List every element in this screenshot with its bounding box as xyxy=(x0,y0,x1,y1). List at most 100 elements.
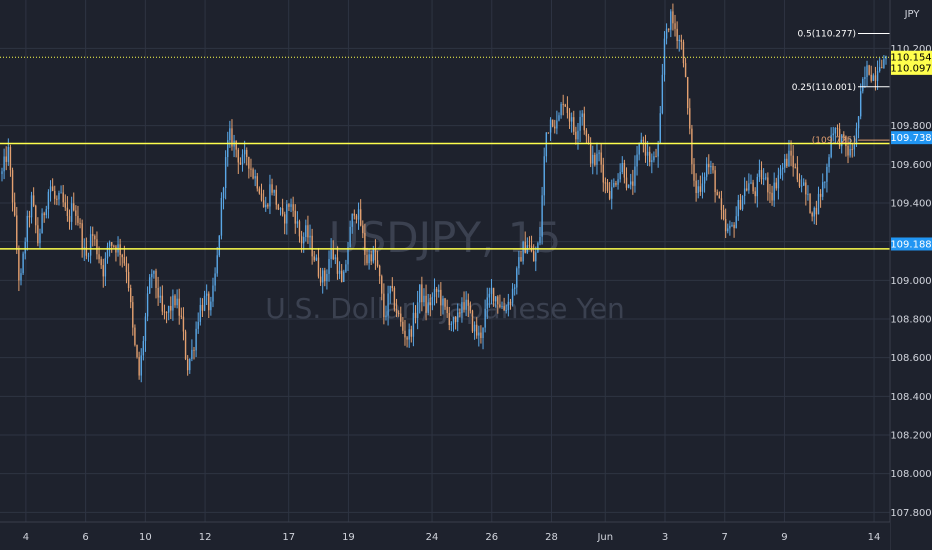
candle-body xyxy=(819,193,822,197)
candle-body xyxy=(351,213,353,227)
candle-body xyxy=(554,126,556,129)
candle-body xyxy=(739,199,742,210)
candle-body xyxy=(275,189,277,205)
candle-body xyxy=(321,270,324,283)
candle-body xyxy=(824,181,826,183)
candle-body xyxy=(159,295,161,298)
candle-body xyxy=(435,288,438,292)
time-axis-ticks: 4 6 10 12 17 19 24 26 28 Jun 3 7 9 14 xyxy=(23,532,881,543)
candle-body xyxy=(743,188,746,196)
candle-body xyxy=(767,177,769,193)
candle-body xyxy=(235,140,237,150)
candle-body xyxy=(657,143,659,157)
candle-body xyxy=(461,302,463,313)
candle-body xyxy=(427,302,429,313)
candle-body xyxy=(598,152,600,154)
candle-body xyxy=(376,260,379,266)
candle-body xyxy=(826,166,828,182)
candle-body xyxy=(549,119,552,133)
candle-body xyxy=(830,135,832,158)
candle-body xyxy=(465,299,467,310)
candle-body xyxy=(592,154,594,164)
candle-body xyxy=(252,169,254,179)
time-tick-label: 9 xyxy=(781,532,787,543)
candle-body xyxy=(370,254,372,262)
candle-body xyxy=(284,214,286,224)
candle-body xyxy=(85,247,88,256)
candle-body xyxy=(741,195,744,210)
candle-body xyxy=(651,160,653,162)
candle-body xyxy=(180,315,183,317)
candle-body xyxy=(56,198,58,200)
candle-body xyxy=(305,225,307,238)
candle-body xyxy=(684,63,687,78)
candle-body xyxy=(338,270,341,274)
candle-body xyxy=(522,241,524,262)
candle-body xyxy=(47,191,50,210)
candle-body xyxy=(724,219,727,232)
candle-body xyxy=(524,241,526,254)
candle-body xyxy=(7,146,10,162)
time-tick-label: Jun xyxy=(596,532,613,543)
candle-body xyxy=(81,223,83,250)
candle-body xyxy=(111,242,113,246)
price-axis-panel[interactable] xyxy=(890,0,932,550)
candle-body xyxy=(678,39,680,41)
price-tick-label: 108.200 xyxy=(890,431,931,442)
candle-body xyxy=(246,149,248,158)
candle-body xyxy=(630,181,632,185)
candle-body xyxy=(756,176,759,197)
candle-body xyxy=(250,168,252,170)
horizontal-lines[interactable] xyxy=(0,56,890,250)
candle-body xyxy=(714,170,716,193)
candle-body xyxy=(429,302,431,306)
candle-body xyxy=(661,74,664,114)
candle-body xyxy=(362,225,364,233)
candle-body xyxy=(817,193,820,215)
candle-body xyxy=(189,358,191,371)
candle-body xyxy=(883,59,885,69)
candle-body xyxy=(784,158,786,168)
candle-body xyxy=(790,150,792,156)
candle-body xyxy=(311,235,313,257)
candle-body xyxy=(18,249,20,281)
candle-body xyxy=(513,287,516,289)
candle-body xyxy=(619,172,621,180)
candle-body xyxy=(473,324,476,332)
candle-body xyxy=(847,145,849,156)
candle-body xyxy=(438,289,440,292)
candle-body xyxy=(151,273,153,278)
candle-body xyxy=(381,276,383,294)
candle-body xyxy=(227,140,229,158)
chart-title: USDJPY, 15 xyxy=(329,213,561,262)
candle-body xyxy=(256,176,258,189)
fib-label: (109.725) xyxy=(812,136,856,146)
candle-body xyxy=(125,263,128,272)
candle-body xyxy=(66,207,69,217)
candle-body xyxy=(340,270,343,282)
candle-body xyxy=(560,104,562,116)
fib-levels[interactable]: 0.5(110.277) 0.25(110.001) (109.725) xyxy=(792,29,890,146)
candle-body xyxy=(855,128,858,145)
candle-body xyxy=(193,349,195,351)
candle-body xyxy=(798,179,801,187)
candle-body xyxy=(300,236,303,244)
candle-body xyxy=(96,239,98,255)
candle-body xyxy=(324,270,326,282)
candle-body xyxy=(389,285,391,294)
candle-body xyxy=(727,228,729,232)
time-tick-label: 10 xyxy=(139,532,152,543)
candle-body xyxy=(699,186,702,192)
candle-body xyxy=(697,186,699,193)
candle-body xyxy=(298,221,301,237)
time-axis-panel[interactable] xyxy=(0,522,890,550)
candle-body xyxy=(174,295,176,306)
candle-body xyxy=(870,74,872,81)
candle-body xyxy=(334,257,337,259)
candle-body xyxy=(482,327,484,338)
candle-body xyxy=(374,248,377,261)
candle-body xyxy=(172,295,174,311)
price-badge xyxy=(891,131,932,145)
